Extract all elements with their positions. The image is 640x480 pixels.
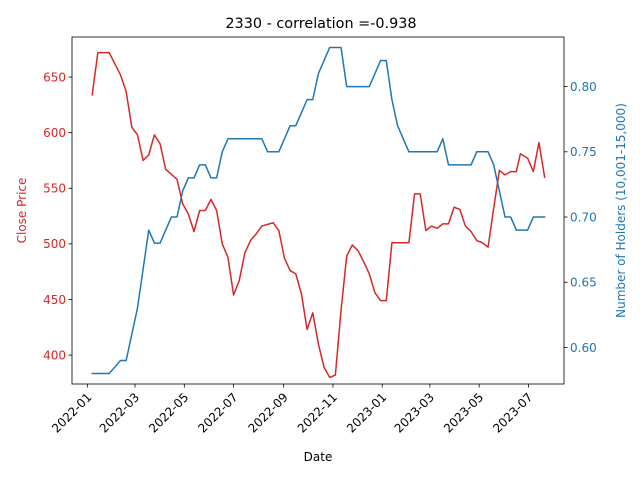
right-tick-label: 0.70 [570,210,597,224]
x-axis-label: Date [304,450,333,464]
right-tick-label: 0.60 [570,341,597,355]
left-tick-label: 500 [43,237,66,251]
x-tick-label: 2022-11 [295,390,340,435]
x-tick-label: 2023-07 [490,390,535,435]
x-tick-label: 2023-01 [344,390,389,435]
right-axis-label: Number of Holders (10,001-15,000) [614,103,628,318]
close-price-line [91,51,546,379]
x-tick-label: 2022-09 [245,390,290,435]
right-tick-label: 0.65 [570,276,597,290]
left-tick-label: 400 [43,348,66,362]
left-tick-label: 450 [43,293,66,307]
left-axis-label: Close Price [15,178,29,244]
right-axis-label-group: Number of Holders (10,001-15,000) [614,103,628,318]
x-tick-label: 2023-05 [441,390,486,435]
x-tick-label: 2022-03 [97,390,142,435]
left-tick-label: 650 [43,70,66,84]
x-tick-label: 2022-05 [146,390,191,435]
right-tick-label: 0.75 [570,145,597,159]
x-tick-label: 2022-01 [49,390,94,435]
left-axis-label-group: Close Price [15,178,29,244]
plot-area: 2022-01 2022-03 2022-05 2022-07 2022-09 2022-… [43,36,597,436]
left-tick-label: 550 [43,182,66,196]
holders-line [91,46,546,375]
x-tick-label: 2023-03 [392,390,437,435]
axes-frame [71,36,565,385]
chart-title: 2330 - correlation =-0.938 [225,16,416,32]
left-tick-label: 600 [43,126,66,140]
x-tick-label: 2022-07 [195,390,240,435]
right-tick-label: 0.80 [570,80,597,94]
